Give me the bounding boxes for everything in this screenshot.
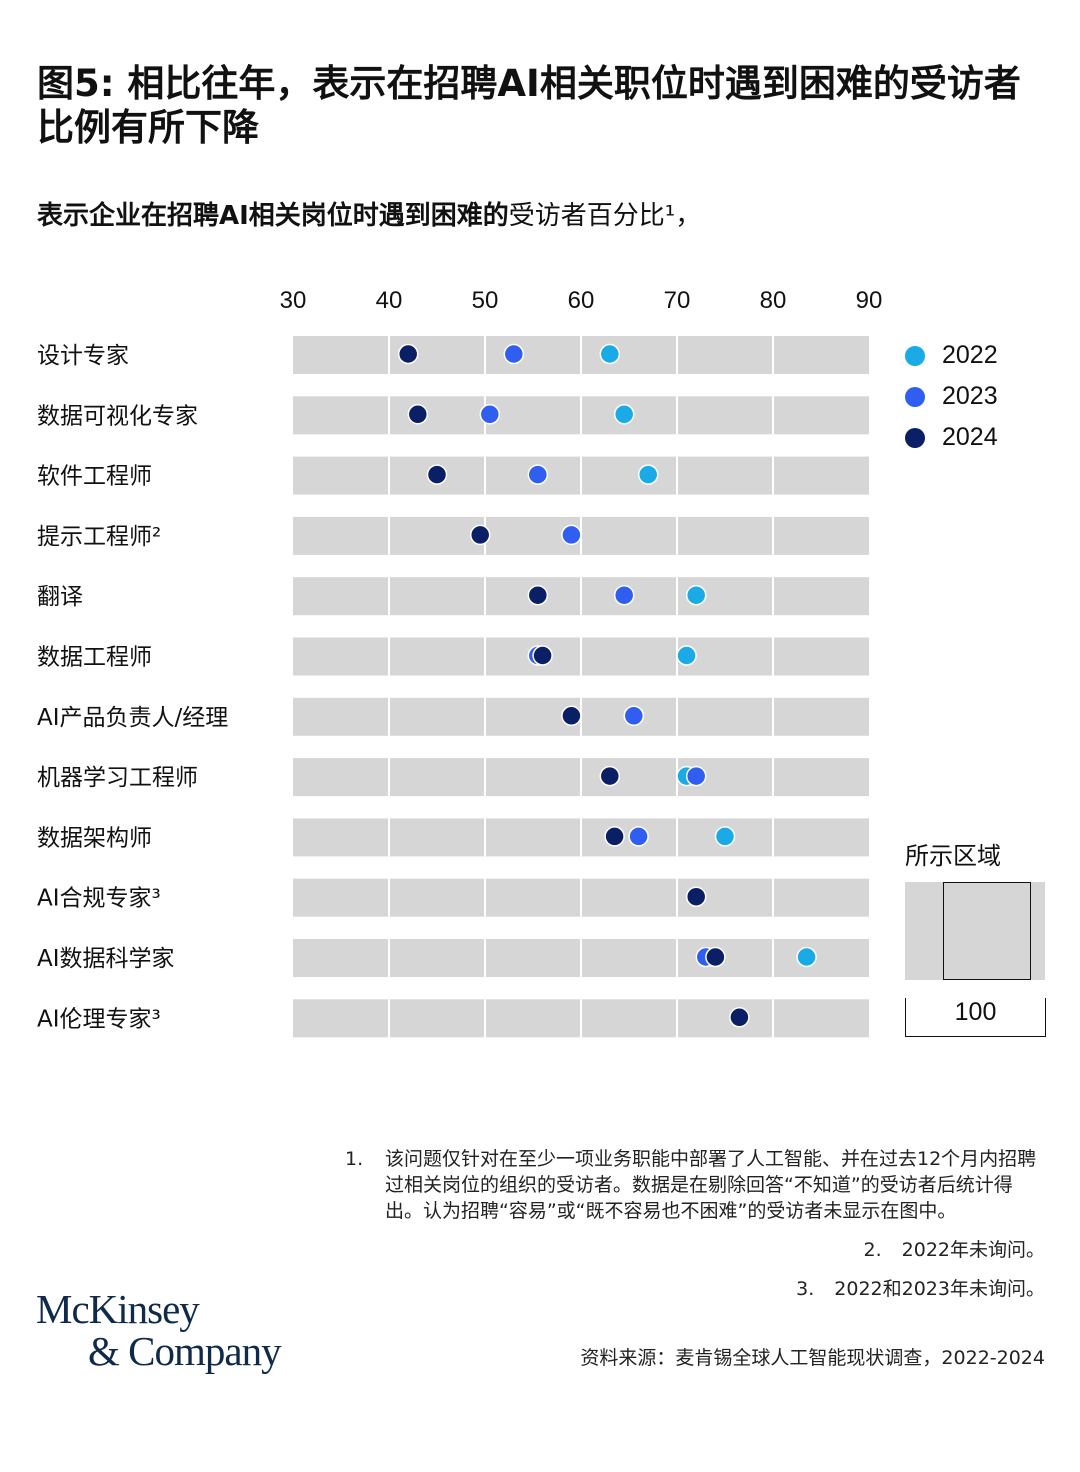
data-point-2023 [503,343,525,365]
category-label: 机器学习工程师 [37,765,198,791]
legend-dot-2023 [905,386,925,407]
subtitle-light: 受访者百分比¹， [508,201,702,231]
category-label: AI伦理专家³ [37,1006,161,1032]
legend-dot-2022 [905,345,925,366]
data-point-2022 [796,946,817,968]
data-point-2024 [407,404,429,425]
data-point-2022 [613,404,635,425]
region-scale-bracket: 100 [905,998,1046,1037]
footnote-number: 2. [863,1239,882,1261]
data-point-2023 [527,464,549,485]
legend-item-2022: 2022 [905,335,998,376]
data-point-2023 [623,705,645,727]
data-point-2023 [561,524,582,546]
footnote-3: 3. 2022和2023年未询问。 [345,1276,1045,1302]
data-point-2022 [637,464,659,485]
region-value: 100 [954,998,997,1026]
x-tick-label: 30 [280,287,307,314]
x-tick-label: 60 [568,287,595,314]
page-title: 图5: 相比往年，表示在招聘AI相关职位时遇到困难的受访者比例有所下降 [37,62,1021,149]
footnotes: 1. 该问题仅针对在至少一项业务职能中部署了人工智能、并在过去12个月内招聘过相… [345,1146,1045,1315]
x-tick-label: 80 [760,287,787,314]
legend-label-2023: 2023 [942,382,998,410]
category-label: AI合规专家³ [37,886,161,912]
footnote-text: 2022和2023年未询问。 [834,1278,1045,1300]
region-inner-frame [943,882,1031,980]
logo-line-2: & Company [88,1328,282,1374]
chart-subtitle: 表示企业在招聘AI相关岗位时遇到困难的受访者百分比¹， [37,198,701,234]
category-label: 设计专家 [37,343,129,369]
x-tick-label: 40 [376,287,403,314]
footnote-2: 2. 2022年未询问。 [345,1237,1046,1263]
region-box [905,882,1045,980]
legend-dot-2024 [905,427,925,448]
x-tick-label: 70 [664,287,691,314]
legend-label-2024: 2024 [942,423,998,451]
data-point-2024 [469,524,491,546]
footnote-number: 3. [796,1278,815,1300]
data-point-2022 [676,645,697,666]
legend-item-2023: 2023 [905,376,998,417]
category-label: 翻译 [37,584,83,610]
data-point-2024 [729,1007,750,1028]
data-point-2024 [685,886,707,907]
footnote-text: 该问题仅针对在至少一项业务职能中部署了人工智能、并在过去12个月内招聘过相关岗位… [385,1148,1037,1222]
data-point-2023 [613,584,635,606]
data-point-2024 [705,946,726,968]
data-point-2022 [714,826,736,847]
x-tick-label: 90 [856,287,883,314]
category-label: 数据可视化专家 [37,403,198,429]
data-point-2023 [628,826,649,847]
region-label: 所示区域 [905,842,1001,870]
data-point-2024 [604,826,625,847]
footnote-number: 1. [345,1148,364,1170]
data-point-2022 [599,343,621,365]
subtitle-bold: 表示企业在招聘AI相关岗位时遇到困难的 [37,201,509,231]
category-label: 数据工程师 [37,645,152,671]
category-label: 软件工程师 [37,464,152,490]
data-point-2024 [527,584,549,606]
data-point-2024 [561,705,582,727]
data-point-2023 [479,404,501,425]
source-note: 资料来源：麦肯锡全球人工智能现状调查，2022-2024 [580,1347,1045,1369]
x-tick-label: 50 [472,287,499,314]
data-point-2023 [685,765,707,787]
data-point-2024 [532,645,553,666]
category-label: AI产品负责人/经理 [37,705,228,731]
data-point-2024 [397,343,419,365]
data-point-2024 [426,464,448,485]
footnote-text: 2022年未询问。 [901,1239,1045,1261]
category-label: 提示工程师² [37,524,161,550]
mckinsey-logo: McKinsey & Company [36,1286,282,1374]
legend-item-2024: 2024 [905,417,998,458]
data-point-2022 [685,584,707,606]
category-label: 数据架构师 [37,825,152,851]
category-label: AI数据科学家 [37,946,175,972]
chart-legend: 2022 2023 2024 [905,335,998,458]
footnote-1: 1. 该问题仅针对在至少一项业务职能中部署了人工智能、并在过去12个月内招聘过相… [345,1146,1045,1224]
data-point-2024 [599,765,621,787]
legend-label-2022: 2022 [942,341,998,369]
logo-line-1: McKinsey [36,1286,200,1332]
